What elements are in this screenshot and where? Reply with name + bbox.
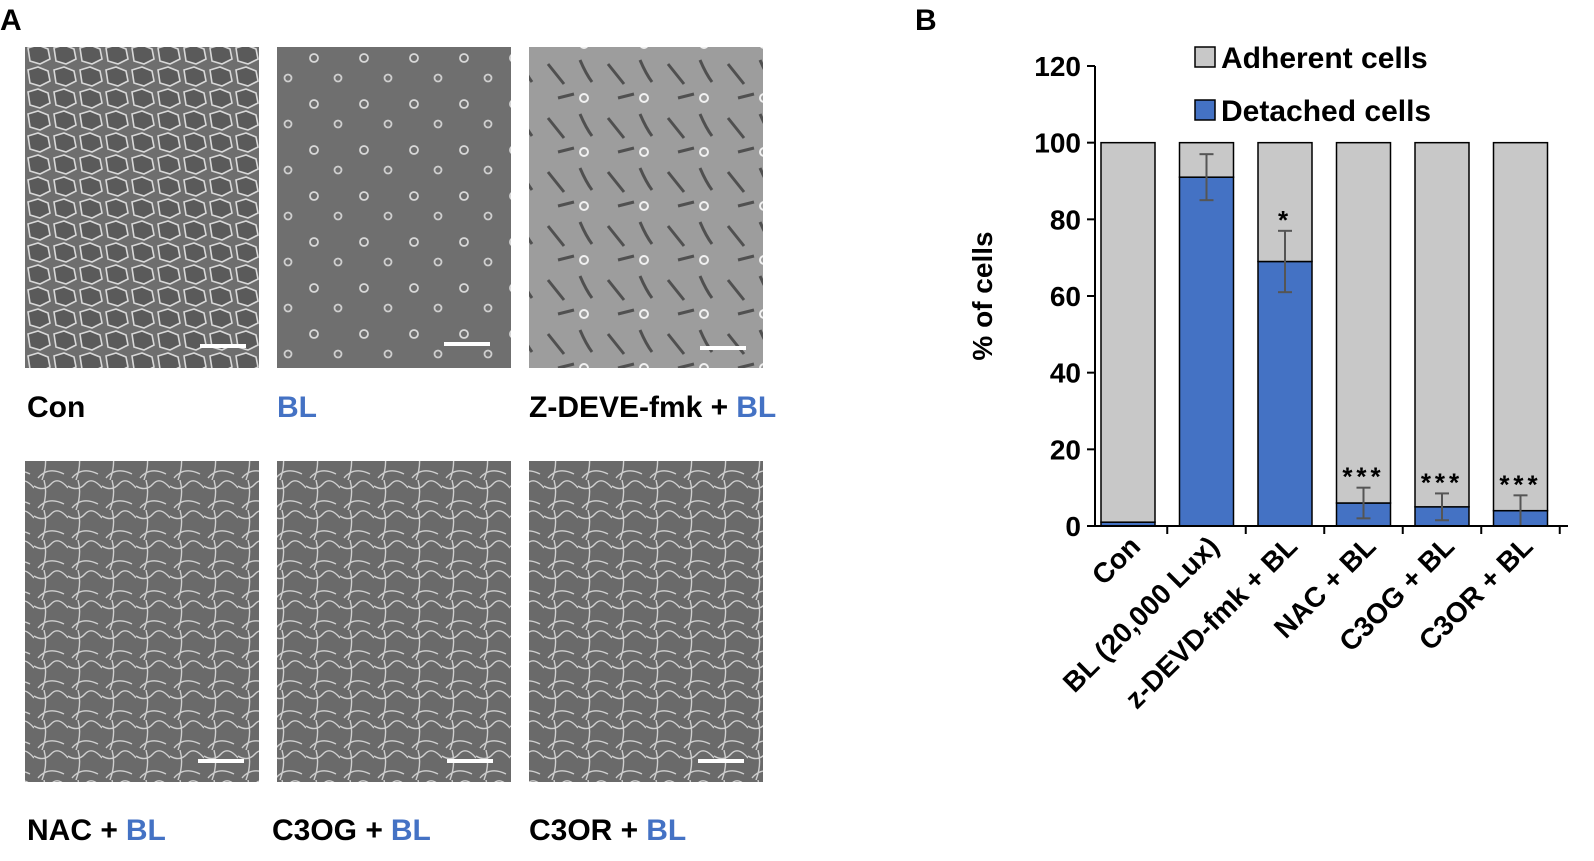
caption-part: NAC + <box>27 814 118 847</box>
caption: C3OR + BL <box>529 814 686 847</box>
error-bar <box>1435 492 1449 522</box>
micrograph <box>25 47 259 368</box>
error-bar <box>1199 153 1214 202</box>
x-tick-label: Con <box>1086 530 1146 590</box>
error-bar <box>1356 486 1371 520</box>
micrograph <box>277 47 511 368</box>
caption: Con <box>27 391 85 424</box>
caption-part: BL <box>391 814 431 847</box>
caption-part: BL <box>736 391 776 424</box>
legend-swatch <box>1194 99 1216 121</box>
significance: *** <box>1342 462 1384 492</box>
bar-segment <box>1492 141 1549 512</box>
micrographs <box>25 47 763 782</box>
y-axis-title: % of cells <box>967 231 998 360</box>
significance: *** <box>1499 469 1541 499</box>
y-tick-label: 0 <box>1065 511 1081 542</box>
y-tick-label: 60 <box>1050 281 1081 312</box>
y-tick-label: 80 <box>1050 204 1081 235</box>
caption: NAC + BL <box>27 814 166 847</box>
micrograph <box>25 461 259 782</box>
legend-label: Detached cells <box>1221 95 1431 128</box>
legend-label: Adherent cells <box>1221 42 1428 75</box>
panel-label: A <box>0 4 22 37</box>
micrograph <box>529 461 763 782</box>
caption: BL <box>277 391 317 424</box>
caption: C3OG + BL <box>272 814 431 847</box>
caption-part: BL <box>646 814 686 847</box>
significance: *** <box>1421 467 1463 497</box>
significance: * <box>1278 205 1292 235</box>
bar-segment <box>1100 141 1156 523</box>
micrograph <box>529 47 763 368</box>
caption-part: BL <box>126 814 166 847</box>
caption: Z-DEVE-fmk + BL <box>529 391 776 424</box>
error-bar <box>1278 229 1292 294</box>
caption-part: C3OR + <box>529 814 638 847</box>
caption-part: Con <box>27 391 85 424</box>
micrograph <box>277 461 511 782</box>
y-tick-label: 100 <box>1034 128 1081 159</box>
bar-segment <box>1414 141 1470 508</box>
caption-part: Z-DEVE-fmk + <box>529 391 728 424</box>
y-tick-label: 120 <box>1034 51 1081 82</box>
caption-part: BL <box>277 391 317 424</box>
bar-segment <box>1257 260 1313 527</box>
y-tick-label: 40 <box>1050 358 1081 389</box>
caption-part: C3OG + <box>272 814 383 847</box>
y-tick-label: 20 <box>1050 434 1081 465</box>
legend-swatch <box>1194 46 1216 68</box>
bar-segment <box>1178 176 1235 527</box>
panel-label: B <box>915 4 937 37</box>
bar-segment <box>1335 141 1392 504</box>
